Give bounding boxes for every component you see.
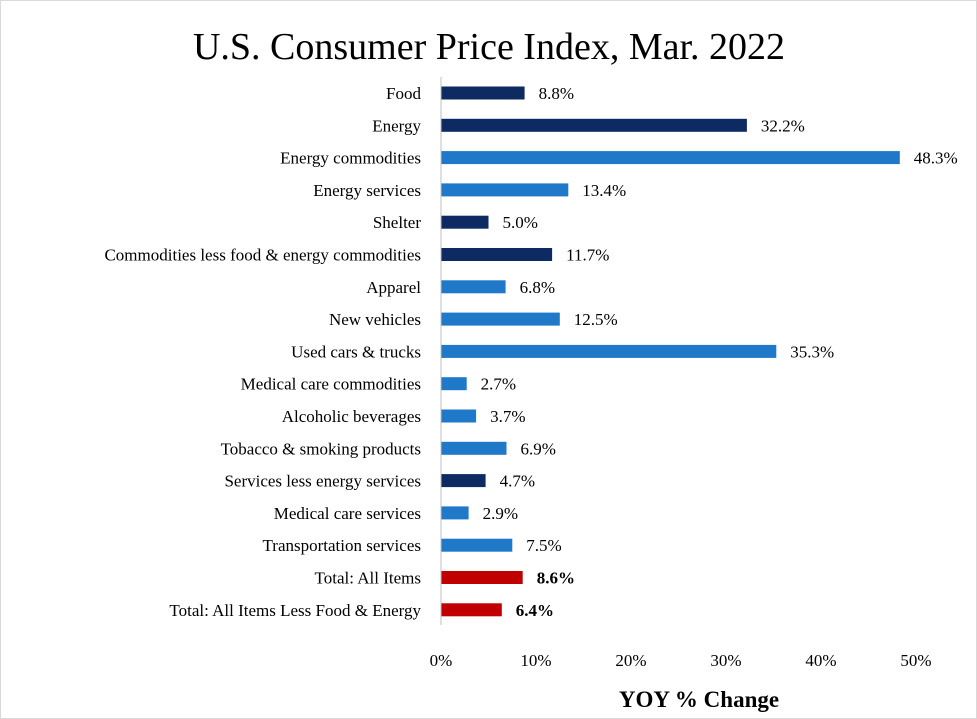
x-tick-label-4: 40% [805, 651, 836, 670]
data-label-0: 8.8% [539, 84, 574, 103]
bar-12 [441, 474, 486, 488]
data-label-7: 12.5% [574, 310, 618, 329]
x-tick-label-5: 50% [900, 651, 931, 670]
data-label-2: 48.3% [914, 149, 958, 168]
category-label-7: New vehicles [329, 310, 421, 329]
bar-2 [441, 151, 900, 165]
bar-8 [441, 344, 777, 358]
x-axis-label: YOY % Change [619, 687, 779, 712]
bar-13 [441, 506, 469, 520]
category-label-11: Tobacco & smoking products [221, 439, 421, 458]
category-label-1: Energy [372, 116, 421, 135]
data-label-3: 13.4% [582, 181, 626, 200]
category-label-5: Commodities less food & energy commoditi… [104, 246, 421, 265]
category-label-0: Food [386, 84, 421, 103]
bar-16 [441, 603, 502, 617]
chart-title: U.S. Consumer Price Index, Mar. 2022 [193, 26, 785, 68]
data-label-13: 2.9% [483, 504, 518, 523]
data-label-14: 7.5% [526, 536, 561, 555]
category-label-14: Transportation services [263, 536, 422, 555]
data-label-15: 8.6% [537, 569, 575, 588]
category-label-12: Services less energy services [224, 472, 421, 491]
category-label-16: Total: All Items Less Food & Energy [169, 601, 421, 620]
category-label-3: Energy services [313, 181, 421, 200]
category-label-6: Apparel [366, 278, 421, 297]
x-tick-label-0: 0% [430, 651, 453, 670]
x-tick-label-3: 30% [710, 651, 741, 670]
bar-4 [441, 215, 489, 229]
bar-1 [441, 118, 747, 132]
category-label-8: Used cars & trucks [291, 342, 421, 361]
x-axis: 0% 10% 20% 30% 40% 50% [430, 77, 932, 670]
bar-11 [441, 441, 507, 455]
data-label-4: 5.0% [503, 213, 538, 232]
bar-3 [441, 183, 569, 197]
bar-6 [441, 280, 506, 294]
category-label-13: Medical care services [274, 504, 421, 523]
data-label-1: 32.2% [761, 116, 805, 135]
data-label-5: 11.7% [566, 246, 609, 265]
category-label-2: Energy commodities [280, 149, 421, 168]
data-label-6: 6.8% [520, 278, 555, 297]
bar-9 [441, 377, 467, 391]
data-label-10: 3.7% [490, 407, 525, 426]
data-label-16: 6.4% [516, 601, 554, 620]
bar-0 [441, 86, 525, 100]
category-label-9: Medical care commodities [241, 375, 421, 394]
category-label-4: Shelter [373, 213, 421, 232]
bar-7 [441, 312, 560, 326]
bar-10 [441, 409, 477, 423]
data-label-8: 35.3% [790, 342, 834, 361]
category-label-15: Total: All Items [315, 569, 421, 588]
x-tick-label-1: 10% [520, 651, 551, 670]
data-label-12: 4.7% [500, 472, 535, 491]
bar-14 [441, 538, 513, 552]
data-label-9: 2.7% [481, 375, 516, 394]
bar-15 [441, 571, 523, 584]
x-tick-label-2: 20% [615, 651, 646, 670]
data-label-11: 6.9% [521, 439, 556, 458]
bar-5 [441, 248, 553, 261]
bars-layer: Food 8.8% Energy 32.2% Energy commodities 48.… [104, 84, 957, 620]
category-label-10: Alcoholic beverages [282, 407, 421, 426]
